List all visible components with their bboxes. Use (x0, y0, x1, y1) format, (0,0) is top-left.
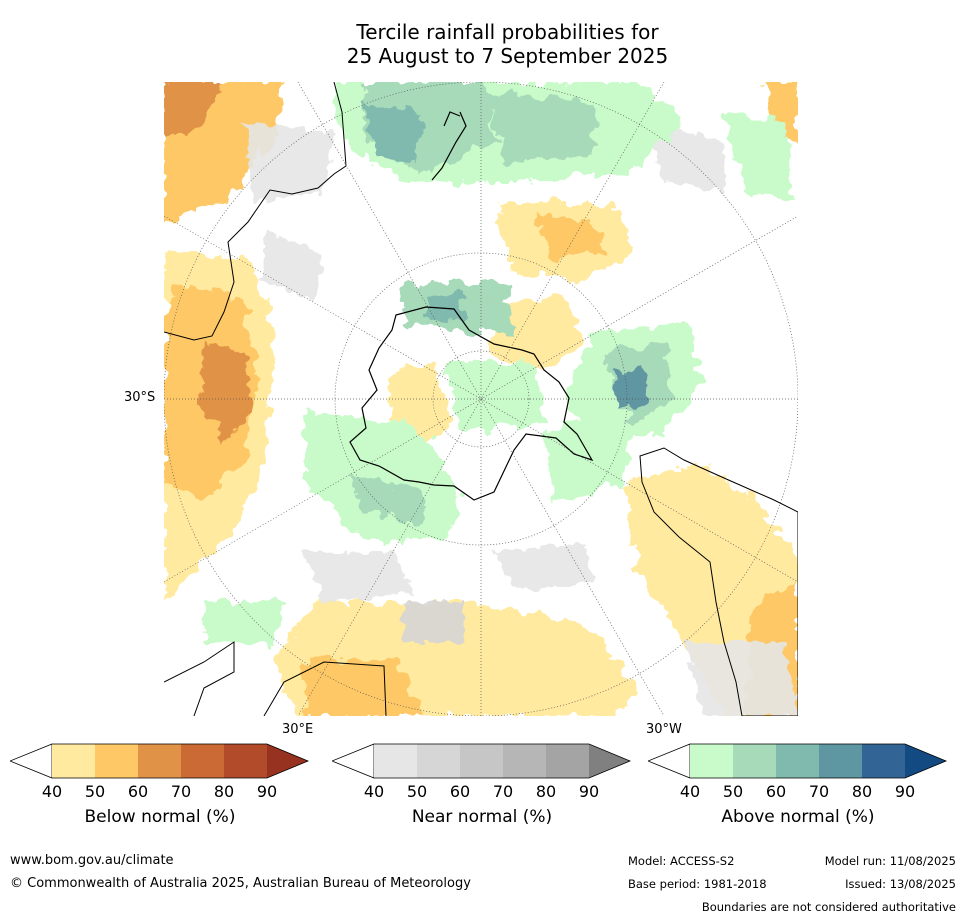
africa-coastline (164, 641, 387, 716)
map-canvas (164, 82, 798, 716)
tick-70: 70 (808, 782, 830, 801)
tercile-probability-map (164, 82, 798, 716)
issued-info: Issued: 13/08/2025 (845, 877, 956, 891)
colorbar-below-normal-label: Below normal (%) (84, 807, 236, 827)
antarctica-coastline (349, 306, 594, 501)
title-line-2: 25 August to 7 September 2025 (346, 44, 669, 68)
colorbar-above-normal: 40 50 60 70 80 90 Above normal (%) (648, 743, 948, 838)
base-period-info: Base period: 1981-2018 (628, 877, 767, 891)
above-normal-shading (204, 82, 794, 642)
tick-50: 50 (84, 782, 106, 801)
tick-40: 40 (679, 782, 701, 801)
model-info: Model: ACCESS-S2 (628, 854, 735, 868)
graticule (164, 82, 798, 716)
lon-label-30w: 30°W (646, 722, 682, 737)
title-line-1: Tercile rainfall probabilities for (356, 20, 659, 44)
colorbar-near-normal: 40 50 60 70 80 90 Near normal (%) (332, 743, 632, 838)
lat-label-30s: 30°S (124, 390, 156, 405)
copyright-text: © Commonwealth of Australia 2025, Austra… (10, 876, 471, 891)
australia-coastline (164, 82, 347, 341)
new-zealand-coastline (431, 111, 467, 181)
lon-label-30e: 30°E (282, 722, 314, 737)
colorbar-above-normal-swatches (648, 743, 948, 779)
tick-60: 60 (449, 782, 471, 801)
colorbar-above-normal-label: Above normal (%) (721, 807, 875, 827)
tick-40: 40 (363, 782, 385, 801)
tick-80: 80 (851, 782, 873, 801)
tick-60: 60 (127, 782, 149, 801)
tick-50: 50 (722, 782, 744, 801)
colorbar-below-normal-swatches (10, 743, 310, 779)
model-run-info: Model run: 11/08/2025 (824, 854, 956, 868)
colorbar-near-normal-label: Near normal (%) (411, 807, 553, 827)
tick-50: 50 (406, 782, 428, 801)
map-title: Tercile rainfall probabilities for 25 Au… (0, 20, 965, 68)
near-normal-shading (244, 122, 798, 716)
tick-90: 90 (894, 782, 916, 801)
tick-90: 90 (578, 782, 600, 801)
tick-80: 80 (213, 782, 235, 801)
tick-90: 90 (256, 782, 278, 801)
boundaries-disclaimer: Boundaries are not considered authoritat… (701, 900, 956, 914)
tick-60: 60 (765, 782, 787, 801)
tick-80: 80 (535, 782, 557, 801)
website-link[interactable]: www.bom.gov.au/climate (10, 853, 174, 868)
colorbar-below-normal: 40 50 60 70 80 90 Below normal (%) (10, 743, 310, 838)
tick-70: 70 (170, 782, 192, 801)
south-america-coastline (639, 447, 798, 716)
colorbar-near-normal-swatches (332, 743, 632, 779)
tick-70: 70 (492, 782, 514, 801)
tick-40: 40 (41, 782, 63, 801)
